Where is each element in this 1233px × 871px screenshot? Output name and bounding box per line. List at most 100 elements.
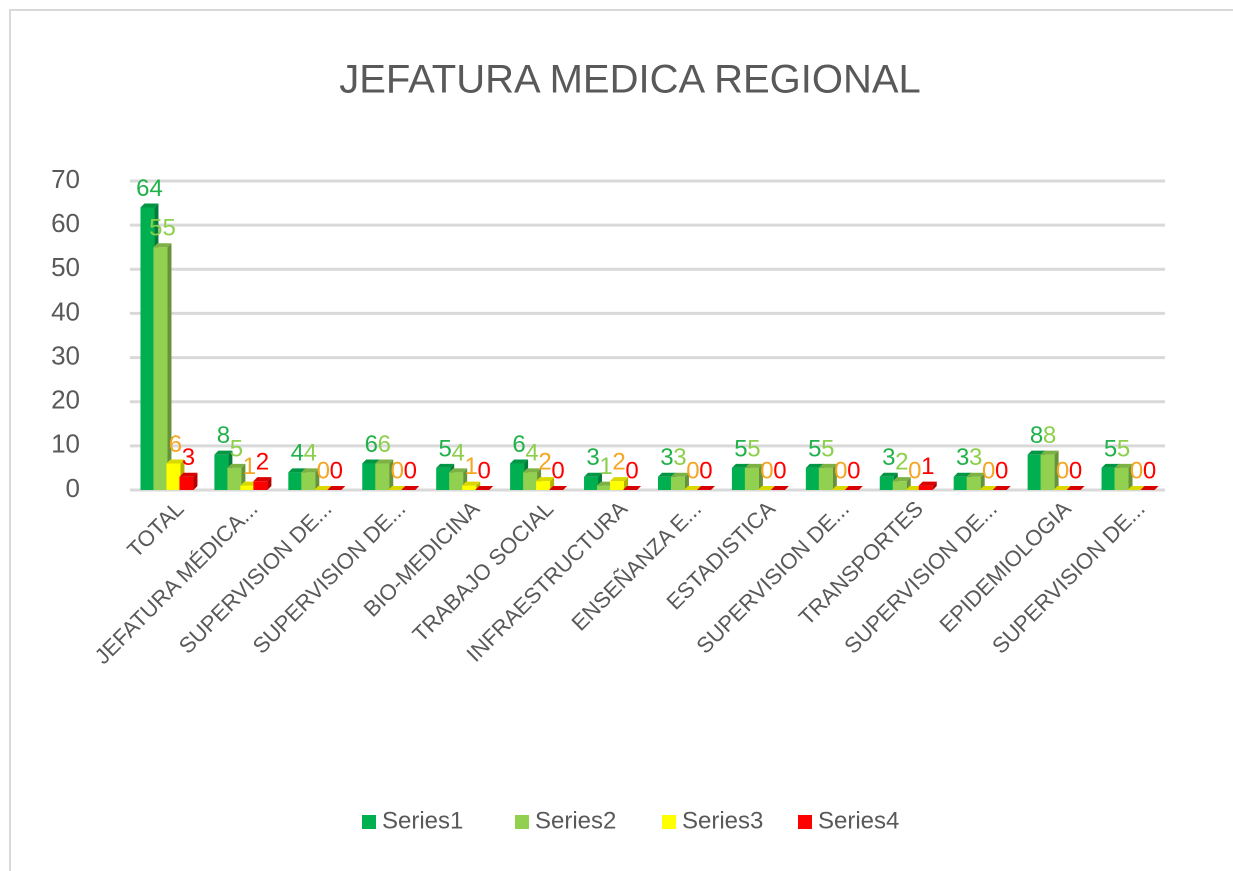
bar-top [731,463,750,468]
bar [953,476,968,490]
bar-group [1114,463,1133,490]
bar-top [179,472,198,477]
bar [240,485,255,490]
bar-top [449,468,468,473]
data-label: 5 [1104,435,1117,462]
bar [253,481,268,490]
bar-top [992,486,1011,490]
bar [166,463,181,490]
bar [227,467,242,490]
bar-side [167,243,172,490]
bar-side [758,463,763,490]
bar-top [1027,450,1046,455]
bar-group [1066,486,1085,490]
bar [214,454,229,490]
bar [153,247,168,490]
bar-top [844,486,863,490]
bar-top [966,472,985,477]
data-label: 0 [699,457,712,484]
bar-group [327,486,346,490]
bar-top [362,459,381,464]
bar-group [683,486,702,490]
bar [462,485,477,490]
bar-top [475,486,494,490]
bar [1040,454,1055,490]
bar-group [966,472,985,490]
bar [375,463,390,490]
bar-group [844,486,863,490]
bar-top [979,486,998,490]
y-tick-label: 30 [51,340,80,370]
bar [818,467,833,490]
bar [449,472,464,490]
bar-top [744,463,763,468]
bar-group [301,468,320,490]
bar-top [301,468,320,473]
data-label: 0 [477,457,490,484]
data-label: 4 [451,440,464,467]
bar-top [401,486,420,490]
bar-group [375,459,394,490]
bar-top [549,486,568,490]
y-tick-label: 20 [51,385,80,415]
data-label: 5 [734,435,747,462]
bar-top [327,486,346,490]
bar [301,472,316,490]
bar-side [832,463,837,490]
data-label: 2 [895,449,908,476]
bar-side [389,459,394,490]
bar-top [805,463,824,468]
bar [536,481,551,490]
bar-side [193,472,198,490]
data-label: 0 [908,457,921,484]
legend-label: Series4 [818,807,899,834]
bar-top [610,477,629,482]
bar-group [153,243,172,490]
bar [918,485,933,490]
bar-group [549,486,568,490]
data-label: 55 [149,215,176,242]
bar-top [375,459,394,464]
bar-side [684,472,689,490]
bar-top [879,472,898,477]
bar-top [214,450,233,455]
data-label: 64 [136,175,163,202]
bar-top [536,477,555,482]
bar-top [1127,486,1146,490]
bar-group [314,486,333,490]
bar-top [166,459,185,464]
bar-group [696,486,715,490]
bar [1027,454,1042,490]
bar [523,472,538,490]
data-label: 0 [995,457,1008,484]
data-label: 4 [304,440,317,467]
bar-top [818,463,837,468]
data-label: 0 [317,457,330,484]
bar-top [227,463,246,468]
bar [805,467,820,490]
bar-top [1040,450,1059,455]
bar [744,467,759,490]
data-label: 0 [391,457,404,484]
data-label: 4 [291,440,304,467]
data-label: 3 [969,444,982,471]
data-label: 0 [404,457,417,484]
bar [362,463,377,490]
bar-top [153,243,172,248]
data-label: 0 [1056,457,1069,484]
legend-label: Series1 [382,807,463,834]
bar-group [831,486,850,490]
bar-group [670,472,689,490]
data-label: 5 [1117,435,1130,462]
data-label: 3 [956,444,969,471]
data-label: 5 [808,435,821,462]
bar [731,467,746,490]
bar-top [683,486,702,490]
data-label: 0 [773,457,786,484]
bar-top [770,486,789,490]
bar-group [388,486,407,490]
bar-top [584,472,603,477]
data-label: 6 [512,431,525,458]
bar-group [770,486,789,490]
